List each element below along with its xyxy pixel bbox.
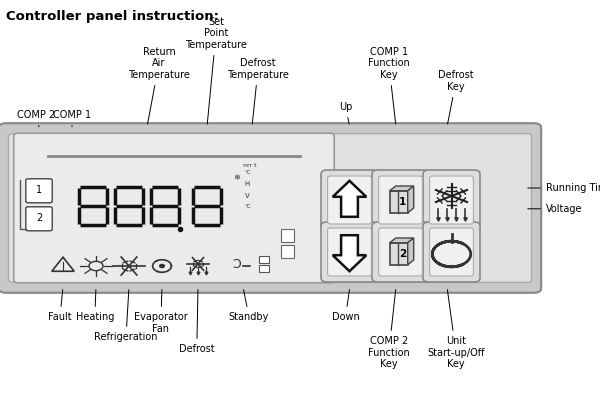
Text: COMP 2: COMP 2: [17, 110, 55, 127]
Text: V: V: [245, 193, 250, 199]
FancyBboxPatch shape: [26, 207, 52, 231]
Text: Defrost: Defrost: [179, 290, 215, 354]
Text: Refrigeration: Refrigeration: [94, 290, 158, 342]
Text: Voltage: Voltage: [528, 204, 583, 214]
Text: 1: 1: [36, 185, 42, 195]
Polygon shape: [390, 186, 414, 191]
FancyBboxPatch shape: [372, 170, 429, 230]
FancyBboxPatch shape: [14, 133, 334, 283]
FancyBboxPatch shape: [321, 222, 378, 282]
FancyBboxPatch shape: [372, 222, 429, 282]
Text: °C: °C: [245, 170, 251, 174]
Text: ❄: ❄: [233, 174, 241, 182]
FancyBboxPatch shape: [379, 176, 422, 224]
Polygon shape: [408, 238, 414, 265]
Text: Defrost
Key: Defrost Key: [438, 70, 474, 124]
Text: Set
Point
Temperature: Set Point Temperature: [185, 17, 247, 124]
Polygon shape: [390, 238, 414, 243]
Text: 2: 2: [399, 249, 407, 259]
Text: 1: 1: [399, 197, 407, 207]
Text: Evaporator
Fan: Evaporator Fan: [134, 290, 188, 334]
Text: 2: 2: [36, 213, 42, 223]
Text: Down: Down: [332, 290, 359, 322]
Text: Ͻ: Ͻ: [233, 258, 241, 271]
Text: H: H: [245, 181, 250, 187]
FancyBboxPatch shape: [423, 222, 480, 282]
Polygon shape: [332, 181, 366, 217]
FancyBboxPatch shape: [281, 229, 294, 242]
Text: Defrost
Temperature: Defrost Temperature: [227, 58, 289, 124]
FancyBboxPatch shape: [259, 265, 269, 272]
Text: Fault: Fault: [48, 290, 72, 322]
FancyBboxPatch shape: [390, 243, 408, 265]
Text: Return
Air
Temperature: Return Air Temperature: [128, 47, 190, 124]
Text: nrr t: nrr t: [243, 163, 257, 168]
Text: Standby: Standby: [229, 290, 269, 322]
FancyBboxPatch shape: [423, 170, 480, 230]
Circle shape: [160, 264, 164, 268]
Text: Running Time: Running Time: [528, 183, 600, 193]
FancyBboxPatch shape: [379, 228, 422, 276]
Polygon shape: [408, 186, 414, 213]
Text: Heating: Heating: [76, 290, 114, 322]
Text: Up: Up: [339, 102, 352, 124]
FancyBboxPatch shape: [281, 245, 294, 258]
FancyBboxPatch shape: [390, 191, 408, 213]
Text: COMP 2
Function
Key: COMP 2 Function Key: [368, 290, 410, 369]
Text: COMP 1
Function
Key: COMP 1 Function Key: [368, 47, 410, 124]
FancyBboxPatch shape: [430, 176, 473, 224]
FancyBboxPatch shape: [328, 228, 371, 276]
FancyBboxPatch shape: [321, 170, 378, 230]
FancyBboxPatch shape: [259, 256, 269, 263]
Polygon shape: [332, 235, 366, 271]
Text: COMP 1: COMP 1: [53, 110, 91, 127]
FancyBboxPatch shape: [8, 134, 532, 282]
FancyBboxPatch shape: [430, 228, 473, 276]
Text: Controller panel instruction:: Controller panel instruction:: [6, 10, 219, 23]
Text: °C: °C: [245, 204, 251, 209]
FancyBboxPatch shape: [328, 176, 371, 224]
Text: Unit
Start-up/Off
Key: Unit Start-up/Off Key: [427, 290, 485, 369]
FancyBboxPatch shape: [0, 123, 541, 293]
FancyBboxPatch shape: [26, 179, 52, 203]
